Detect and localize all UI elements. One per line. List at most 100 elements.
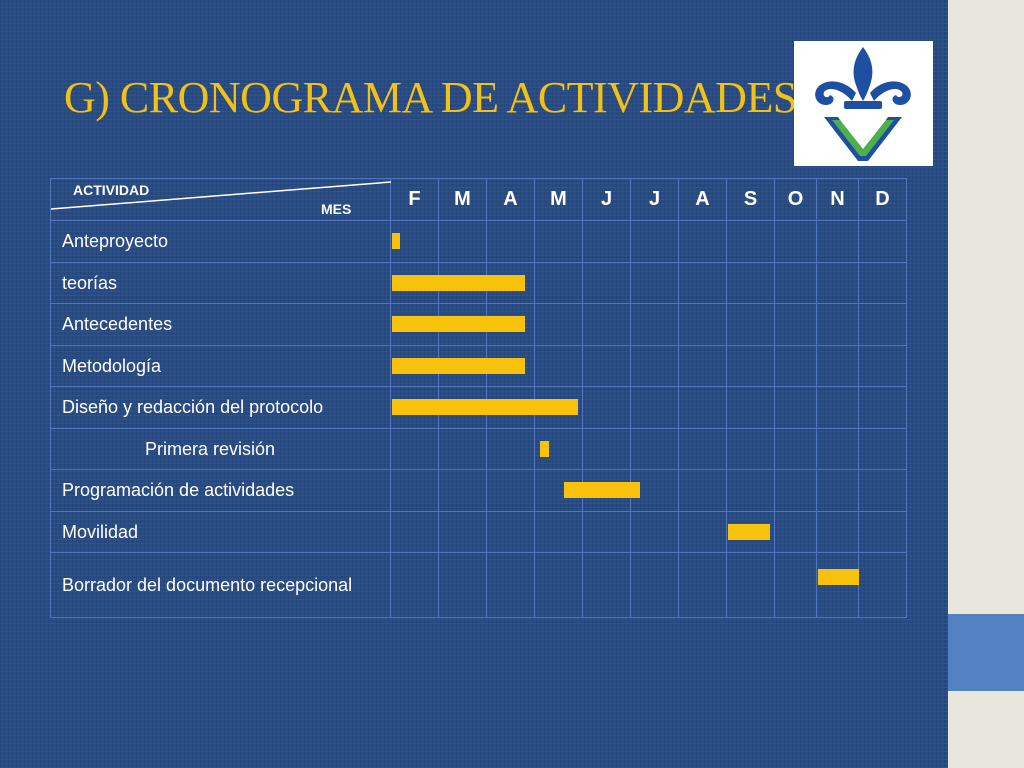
- month-cell: [816, 510, 859, 554]
- month-cell: [390, 469, 439, 512]
- month-cell: [534, 510, 583, 554]
- month-cell: [858, 344, 907, 388]
- month-cell: [858, 261, 907, 305]
- month-cell: [486, 261, 535, 305]
- month-cell: [858, 469, 907, 512]
- month-cell: [816, 552, 859, 618]
- table-row: teorías: [50, 261, 907, 305]
- month-cell: [582, 261, 631, 305]
- month-cell: [534, 344, 583, 388]
- table-row: Diseño y redacción del protocolo: [50, 386, 907, 429]
- month-cell: [816, 469, 859, 512]
- activity-schedule-table: ACTIVIDAD MES F M A M J J A S O N D Ante…: [50, 178, 907, 618]
- month-cell: [486, 386, 535, 429]
- table-row: Antecedentes: [50, 303, 907, 346]
- activity-label: Diseño y redacción del protocolo: [50, 386, 391, 429]
- month-cell: [486, 344, 535, 388]
- month-cell: [726, 344, 775, 388]
- month-cell: [774, 220, 817, 263]
- month-cell: [630, 552, 679, 618]
- month-cell: [726, 261, 775, 305]
- activity-label: Borrador del documento recepcional: [50, 552, 391, 618]
- header-diagonal-line: [51, 181, 391, 210]
- month-cell: [438, 552, 487, 618]
- month-cell: [678, 552, 727, 618]
- month-cell: [858, 220, 907, 263]
- month-header: S: [726, 178, 775, 221]
- month-header: M: [534, 178, 583, 221]
- activity-label: teorías: [50, 261, 391, 305]
- month-header: O: [774, 178, 817, 221]
- month-cell: [678, 386, 727, 429]
- month-cell: [630, 427, 679, 471]
- month-cell: [858, 427, 907, 471]
- month-cell: [438, 510, 487, 554]
- month-cell: [534, 552, 583, 618]
- month-cell: [774, 344, 817, 388]
- month-cell: [678, 469, 727, 512]
- month-cell: [726, 303, 775, 346]
- month-cell: [726, 220, 775, 263]
- month-cell: [726, 386, 775, 429]
- month-cell: [816, 261, 859, 305]
- month-header: A: [486, 178, 535, 221]
- month-cell: [486, 427, 535, 471]
- month-cell: [438, 386, 487, 429]
- month-cell: [582, 303, 631, 346]
- month-header: D: [858, 178, 907, 221]
- month-cell: [774, 303, 817, 346]
- table-row: Anteproyecto: [50, 220, 907, 263]
- month-cell: [486, 552, 535, 618]
- month-cell: [534, 427, 583, 471]
- month-cell: [630, 386, 679, 429]
- activity-label: Anteproyecto: [50, 220, 391, 263]
- month-cell: [582, 469, 631, 512]
- month-cell: [534, 220, 583, 263]
- activity-label: Primera revisión: [50, 427, 391, 471]
- month-cell: [438, 303, 487, 346]
- month-cell: [774, 510, 817, 554]
- month-cell: [438, 220, 487, 263]
- month-cell: [390, 427, 439, 471]
- month-cell: [390, 303, 439, 346]
- month-cell: [726, 552, 775, 618]
- month-cell: [630, 303, 679, 346]
- month-cell: [390, 510, 439, 554]
- month-cell: [774, 552, 817, 618]
- header-corner-cell: ACTIVIDAD MES: [50, 178, 391, 221]
- month-cell: [390, 220, 439, 263]
- month-cell: [390, 552, 439, 618]
- month-cell: [582, 344, 631, 388]
- month-cell: [486, 220, 535, 263]
- month-cell: [678, 344, 727, 388]
- month-cell: [726, 469, 775, 512]
- month-cell: [630, 344, 679, 388]
- month-cell: [534, 386, 583, 429]
- slide-title: G) CRONOGRAMA DE ACTIVIDADES: [64, 73, 797, 122]
- month-cell: [486, 469, 535, 512]
- month-cell: [678, 427, 727, 471]
- month-cell: [816, 386, 859, 429]
- month-cell: [858, 303, 907, 346]
- table-row: Programación de actividades: [50, 469, 907, 512]
- activity-label: Movilidad: [50, 510, 391, 554]
- month-cell: [534, 469, 583, 512]
- month-cell: [630, 220, 679, 263]
- month-cell: [390, 344, 439, 388]
- month-cell: [630, 510, 679, 554]
- activity-label: Metodología: [50, 344, 391, 388]
- month-cell: [816, 344, 859, 388]
- month-cell: [438, 344, 487, 388]
- month-cell: [816, 220, 859, 263]
- month-cell: [582, 427, 631, 471]
- activity-label: Antecedentes: [50, 303, 391, 346]
- month-cell: [774, 427, 817, 471]
- month-cell: [630, 261, 679, 305]
- month-cell: [858, 552, 907, 618]
- month-cell: [390, 261, 439, 305]
- month-cell: [774, 261, 817, 305]
- table-row: Metodología: [50, 344, 907, 388]
- table-row: Primera revisión: [50, 427, 907, 471]
- month-cell: [438, 427, 487, 471]
- month-cell: [582, 386, 631, 429]
